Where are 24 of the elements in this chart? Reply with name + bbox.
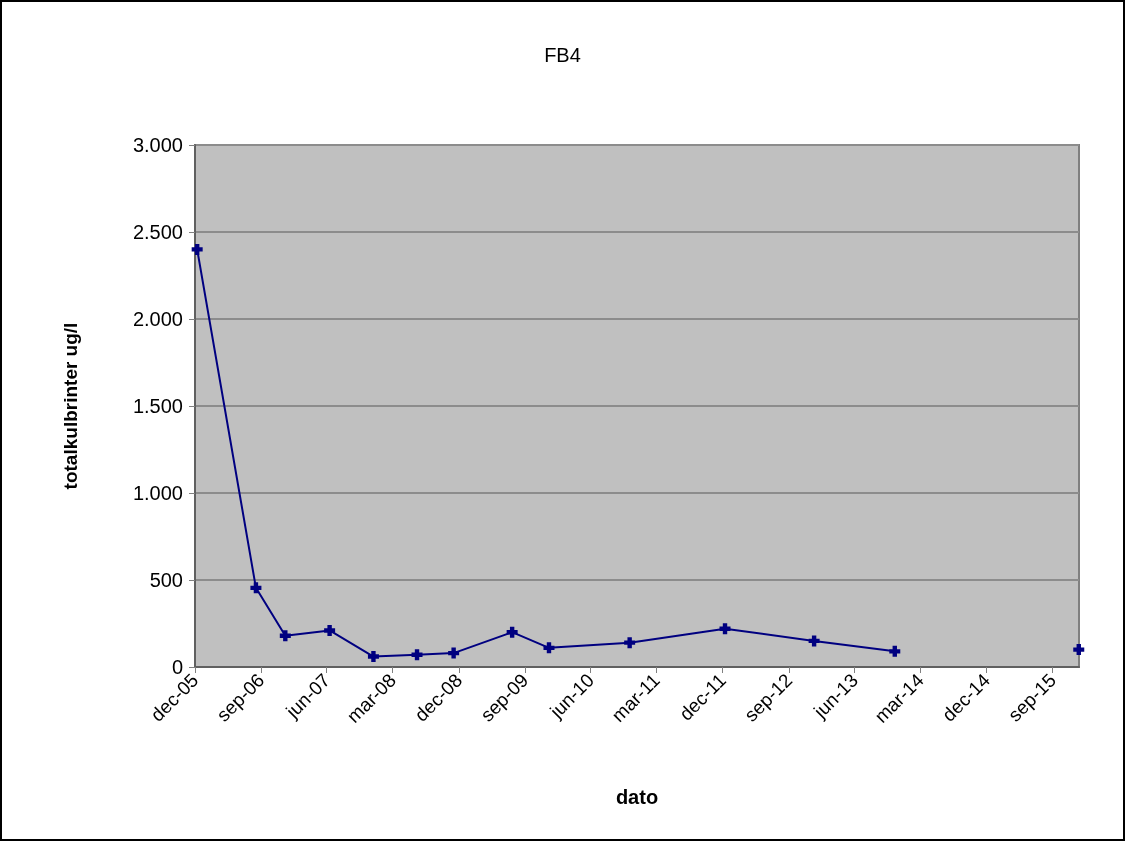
y-tick-label: 2.000 [132,308,183,330]
point [324,624,336,636]
point [279,630,291,642]
point [543,642,555,654]
point [889,645,901,657]
y-tick-label: 2.500 [132,221,183,243]
y-tick-label: 1.500 [132,395,183,417]
y-tick-label: 3.000 [132,134,183,156]
chart-title: FB4 [544,44,581,66]
y-tick-label: 0 [171,656,183,678]
point [411,649,423,661]
point [250,582,262,594]
point [448,647,460,659]
point [808,635,820,647]
point [191,243,203,255]
y-tick-label: 1.000 [132,482,183,504]
y-axis-title: totalkulbrinter ug/l [60,322,81,490]
point [719,623,731,635]
y-tick-label: 500 [149,569,183,591]
x-axis-title: dato [615,786,659,808]
point [367,651,379,663]
point [624,637,636,649]
point [1073,644,1085,656]
point [506,626,518,638]
